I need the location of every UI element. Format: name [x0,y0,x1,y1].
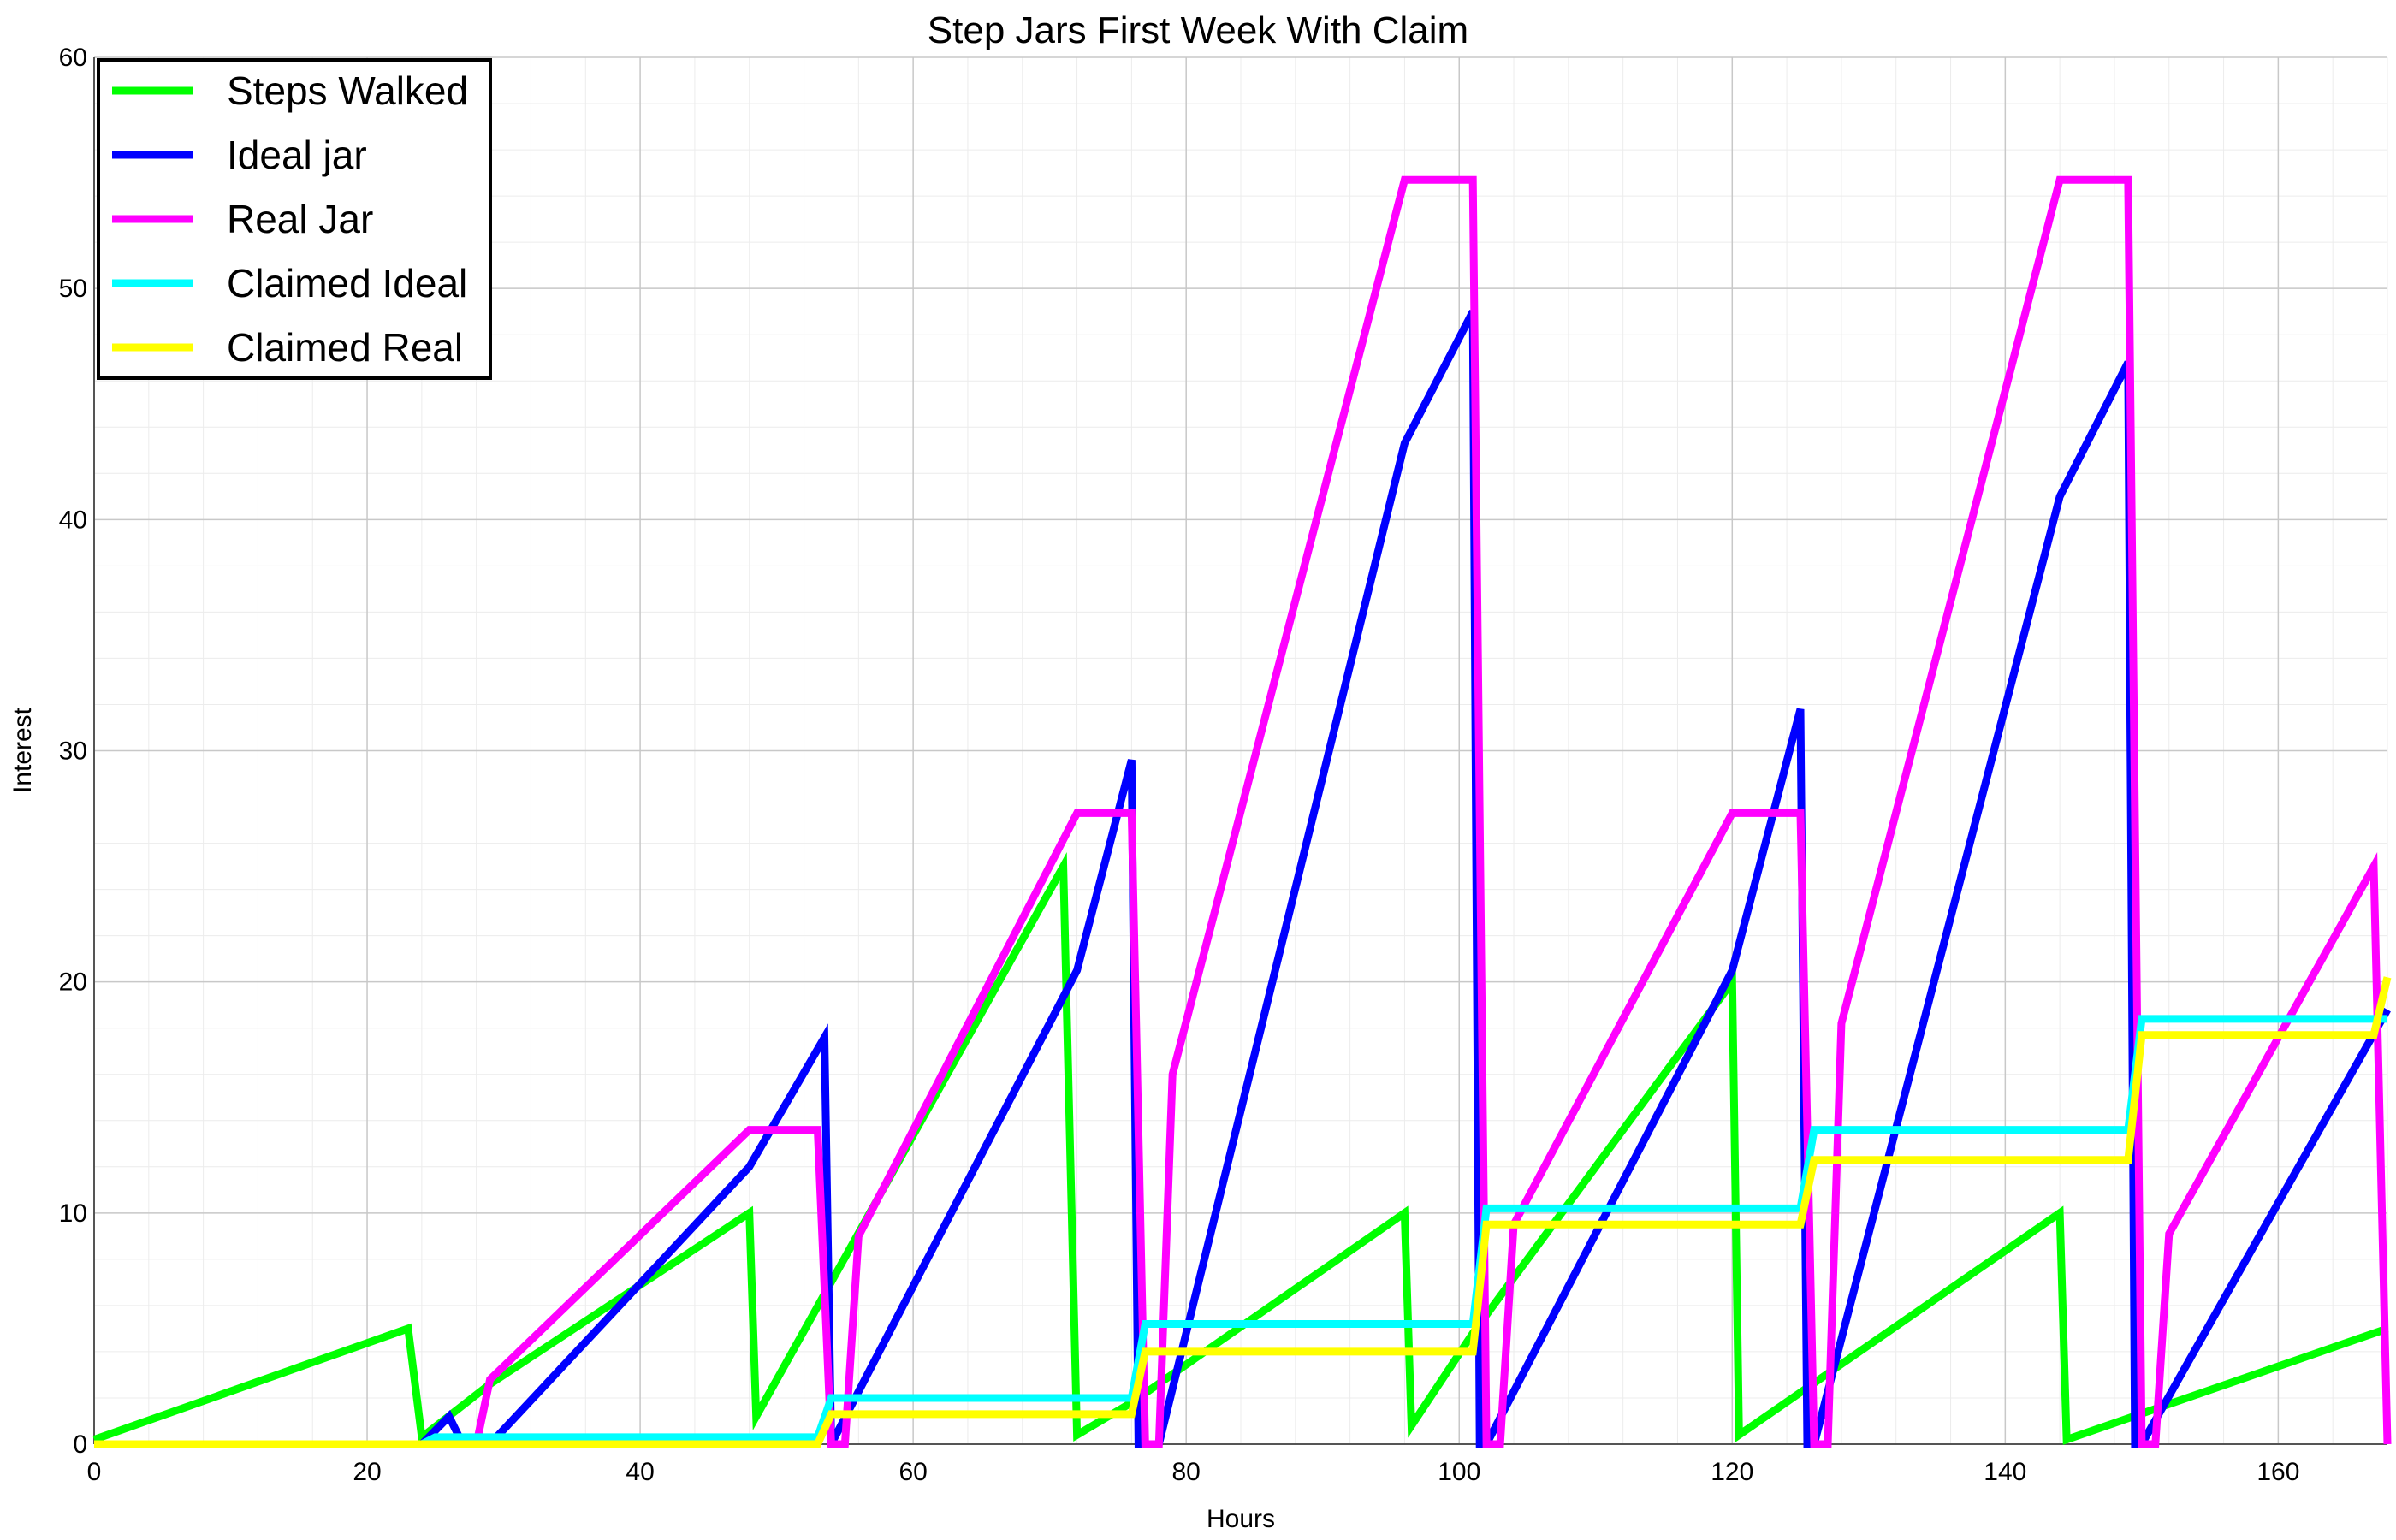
x-tick-label: 40 [626,1458,654,1486]
legend: Steps Walked Ideal jar Real Jar Claimed Ide… [97,58,492,380]
y-tick-label: 40 [59,506,87,534]
legend-label-steps-walked: Steps Walked [227,68,468,113]
series-line-claimed-ideal [94,1015,2387,1448]
y-tick-label: 30 [59,737,87,766]
x-tick-label: 140 [1984,1458,2026,1486]
x-tick-label: 120 [1711,1458,1753,1486]
x-tick-label: 0 [87,1458,102,1486]
y-tick-label: 0 [73,1430,87,1459]
legend-label-real-jar: Real Jar [227,197,373,241]
legend-label-ideal-jar: Ideal jar [227,133,367,177]
x-tick-label: 80 [1172,1458,1201,1486]
x-tick-label: 100 [1438,1458,1480,1486]
y-tick-label: 60 [59,44,87,72]
x-axis-ticks: 0 20 40 60 80 100 120 140 160 [87,1458,2300,1486]
series-lines [92,175,2392,1448]
y-tick-label: 10 [59,1199,87,1228]
x-tick-label: 60 [898,1458,927,1486]
series-line-claimed-real [94,976,2392,1448]
chart-title: Step Jars First Week With Claim [928,9,1468,51]
legend-label-claimed-ideal: Claimed Ideal [227,261,467,305]
major-gridlines [93,56,2387,1445]
y-axis-label: Interest [9,707,37,793]
series-line-real-jar [94,175,2392,1448]
x-tick-label: 20 [353,1458,381,1486]
legend-label-claimed-real: Claimed Real [227,325,463,370]
x-axis-label: Hours [1207,1505,1275,1533]
y-axis-ticks: 0 10 20 30 40 50 60 [59,44,87,1459]
y-tick-label: 20 [59,968,87,997]
y-tick-label: 50 [59,275,87,303]
x-tick-label: 160 [2257,1458,2299,1486]
